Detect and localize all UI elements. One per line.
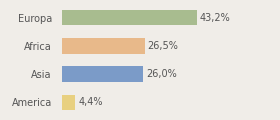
Text: 4,4%: 4,4% <box>78 97 103 107</box>
Bar <box>62 66 143 82</box>
Text: 26,5%: 26,5% <box>148 41 179 51</box>
Bar <box>62 38 144 54</box>
Bar <box>62 10 197 25</box>
Bar <box>62 95 75 110</box>
Text: 26,0%: 26,0% <box>146 69 177 79</box>
Text: 43,2%: 43,2% <box>200 13 231 23</box>
